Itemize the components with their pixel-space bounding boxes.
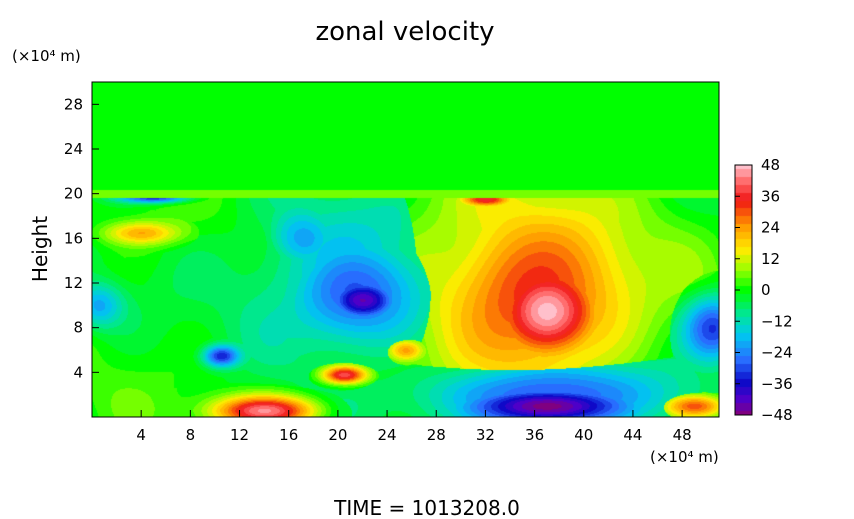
- colorbar-tick-label-8: −48: [761, 406, 793, 424]
- velocity-field: [92, 82, 719, 417]
- x-tick-label-9: 40: [574, 426, 593, 444]
- colorbar-tick-label-1: 36: [761, 187, 780, 205]
- colorbar-tick-label-0: 48: [761, 156, 780, 174]
- x-tick-label-3: 16: [279, 426, 298, 444]
- y-tick-label-5: 24: [64, 140, 83, 158]
- y-unit-label: (×10⁴ m): [12, 47, 81, 65]
- y-axis: 4 8 12 16 20 24 28: [64, 95, 99, 381]
- x-tick-label-5: 24: [378, 426, 397, 444]
- x-tick-label-0: 4: [136, 426, 146, 444]
- x-tick-label-7: 32: [476, 426, 495, 444]
- colorbar-ticks: 48 36 24 12 0 −12 −24 −36 −48: [735, 156, 793, 424]
- x-tick-label-4: 20: [328, 426, 347, 444]
- x-tick-label-8: 36: [525, 426, 544, 444]
- plot-frame: [91, 81, 720, 418]
- y-tick-label-1: 8: [73, 319, 83, 337]
- colorbar-tick-label-6: −24: [761, 344, 793, 362]
- colorbar-tick-label-3: 12: [761, 250, 780, 268]
- x-tick-label-10: 44: [623, 426, 642, 444]
- y-tick-label-6: 28: [64, 95, 83, 113]
- x-unit-label: (×10⁴ m): [650, 448, 719, 466]
- colorbar-tick-label-4: 0: [761, 281, 771, 299]
- colorbar-tick-label-7: −36: [761, 375, 793, 393]
- x-tick-label-1: 8: [186, 426, 196, 444]
- y-axis-label: Height: [28, 216, 52, 282]
- x-tick-label-6: 28: [427, 426, 446, 444]
- colorbar-tick-label-5: −12: [761, 312, 793, 330]
- y-tick-label-0: 4: [73, 363, 83, 381]
- x-axis: 4 8 12 16 20 24 28 32 36 40 44 48: [136, 410, 692, 444]
- time-footer: TIME = 1013208.0: [333, 496, 520, 519]
- y-tick-label-2: 12: [64, 274, 83, 292]
- y-tick-label-3: 16: [64, 229, 83, 247]
- chart-title: zonal velocity: [315, 17, 494, 47]
- x-tick-label-2: 12: [230, 426, 249, 444]
- colorbar-tick-label-2: 24: [761, 219, 780, 237]
- y-tick-label-4: 20: [64, 185, 83, 203]
- x-tick-label-11: 48: [673, 426, 692, 444]
